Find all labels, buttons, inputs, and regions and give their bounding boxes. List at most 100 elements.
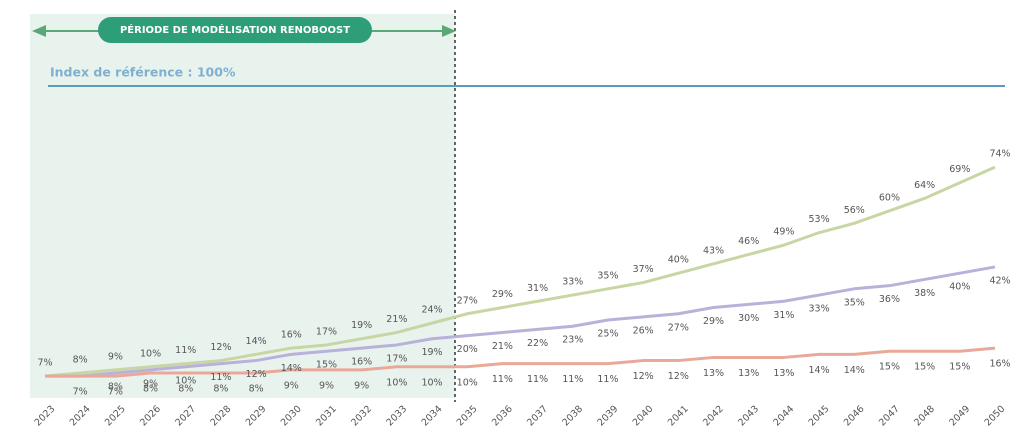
x-tick-label: 2027	[173, 404, 198, 429]
x-tick-label: 2034	[420, 404, 445, 429]
data-label: 12%	[633, 371, 654, 382]
data-label: 16%	[351, 357, 372, 368]
data-label: 15%	[879, 362, 900, 373]
x-tick-label: 2048	[912, 404, 937, 429]
data-label: 38%	[914, 288, 935, 299]
data-label: 11%	[210, 372, 231, 383]
data-label: 10%	[421, 377, 442, 388]
data-label: 11%	[597, 374, 618, 385]
data-label: 10%	[140, 348, 161, 359]
data-label: 7%	[37, 358, 52, 369]
data-label: 15%	[914, 362, 935, 373]
data-label: 29%	[703, 316, 724, 327]
x-tick-label: 2030	[279, 404, 304, 429]
data-label: 13%	[703, 368, 724, 379]
data-label: 11%	[175, 345, 196, 356]
x-tick-label: 2029	[244, 404, 269, 429]
data-label: 9%	[108, 351, 123, 362]
x-tick-label: 2050	[983, 404, 1008, 429]
data-label: 10%	[386, 377, 407, 388]
data-label: 56%	[844, 205, 865, 216]
data-label: 64%	[914, 180, 935, 191]
reference-label: Index de référence : 100%	[50, 65, 236, 80]
data-label: 15%	[949, 362, 970, 373]
x-tick-label: 2042	[701, 404, 726, 429]
series-line	[44, 165, 996, 378]
data-label: 17%	[316, 326, 337, 337]
x-tick-label: 2028	[208, 404, 233, 429]
x-tick-label: 2032	[349, 404, 374, 429]
x-tick-label: 2046	[842, 404, 867, 429]
arrow-head	[32, 25, 46, 37]
data-label: 35%	[844, 297, 865, 308]
data-label: 9%	[143, 378, 158, 389]
x-tick-label: 2044	[771, 404, 796, 429]
data-label: 19%	[351, 320, 372, 331]
data-label: 14%	[246, 336, 267, 347]
data-label: 49%	[773, 227, 794, 238]
data-label: 26%	[633, 325, 654, 336]
data-label: 21%	[492, 341, 513, 352]
data-label: 53%	[809, 214, 830, 225]
data-label: 17%	[386, 353, 407, 364]
data-label: 21%	[386, 314, 407, 325]
data-label: 12%	[246, 369, 267, 380]
series-line	[45, 265, 996, 378]
data-label: 8%	[73, 355, 88, 366]
data-label: 8%	[143, 384, 158, 395]
x-tick-label: 2024	[68, 404, 93, 429]
data-label: 14%	[281, 363, 302, 374]
data-label: 15%	[316, 360, 337, 371]
x-tick-label: 2035	[455, 404, 480, 429]
data-label: 16%	[989, 359, 1010, 370]
period-label: PÉRIODE DE MODÉLISATION RENOBOOST	[120, 23, 350, 36]
data-label: 8%	[178, 384, 193, 395]
data-label: 10%	[457, 377, 478, 388]
data-label: 60%	[879, 192, 900, 203]
data-label: 11%	[562, 374, 583, 385]
data-label: 27%	[668, 322, 689, 333]
data-label: 20%	[457, 344, 478, 355]
data-label: 40%	[949, 282, 970, 293]
data-label: 42%	[989, 275, 1010, 286]
data-label: 10%	[175, 375, 196, 386]
x-tick-label: 2036	[490, 404, 515, 429]
data-label: 19%	[421, 347, 442, 358]
x-tick-label: 2039	[596, 404, 621, 429]
data-label: 74%	[989, 149, 1010, 160]
x-tick-label: 2025	[103, 404, 128, 429]
x-tick-label: 2040	[631, 404, 656, 429]
data-label: 43%	[703, 245, 724, 256]
data-label: 13%	[773, 368, 794, 379]
data-label: 30%	[738, 313, 759, 324]
data-label: 46%	[738, 236, 759, 247]
data-label: 16%	[281, 330, 302, 341]
x-tick-label: 2037	[525, 404, 550, 429]
x-tick-label: 2031	[314, 404, 339, 429]
x-tick-label: 2045	[807, 404, 832, 429]
data-label: 8%	[108, 382, 123, 393]
data-label: 9%	[354, 380, 369, 391]
data-label: 33%	[562, 277, 583, 288]
data-label: 12%	[210, 342, 231, 353]
data-label: 9%	[319, 380, 334, 391]
data-label: 27%	[457, 295, 478, 306]
series-line	[45, 346, 996, 378]
data-label: 25%	[597, 329, 618, 340]
data-label: 31%	[773, 310, 794, 321]
x-tick-label: 2033	[384, 404, 409, 429]
data-label: 35%	[597, 270, 618, 281]
x-tick-label: 2023	[33, 404, 58, 429]
data-label: 7%	[73, 387, 88, 398]
data-label: 69%	[949, 164, 970, 175]
data-label: 14%	[844, 365, 865, 376]
data-label: 23%	[562, 335, 583, 346]
data-label: 36%	[879, 294, 900, 305]
data-label: 12%	[668, 371, 689, 382]
data-label: 9%	[284, 380, 299, 391]
x-tick-label: 2047	[877, 404, 902, 429]
data-label: 22%	[527, 338, 548, 349]
data-label: 24%	[421, 305, 442, 316]
x-tick-label: 2049	[947, 404, 972, 429]
